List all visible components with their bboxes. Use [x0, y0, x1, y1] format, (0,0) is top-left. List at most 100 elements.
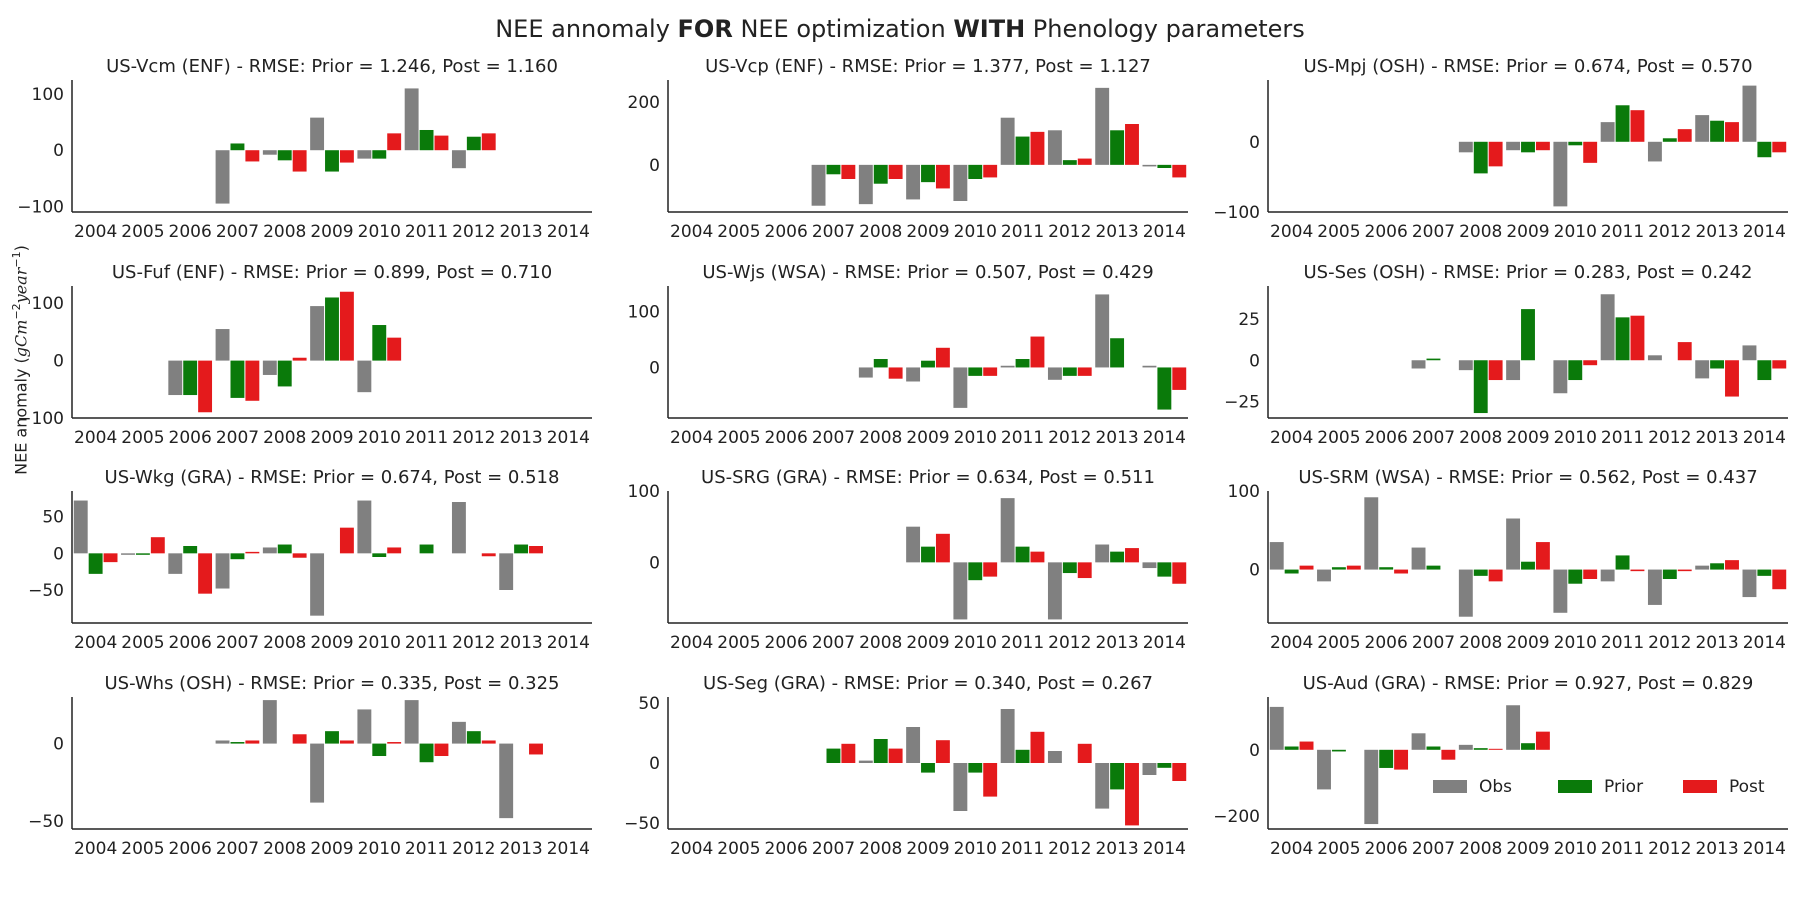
- x-tick-label: 2010: [358, 428, 401, 448]
- bar-prior: [1568, 360, 1583, 381]
- x-tick-label: 2012: [1048, 633, 1091, 653]
- bar-obs: [1000, 117, 1015, 165]
- legend-swatch-post: [1683, 780, 1717, 793]
- y-tick-label: 0: [1249, 561, 1260, 581]
- bar-prior: [466, 731, 481, 744]
- bar-obs: [1269, 542, 1284, 570]
- x-tick-label: 2012: [1048, 428, 1091, 448]
- bar-post: [339, 291, 354, 361]
- bar-post: [1441, 749, 1456, 760]
- bar-prior: [1015, 359, 1030, 368]
- bar-obs: [1553, 569, 1568, 613]
- bar-prior: [230, 553, 245, 560]
- y-tick-label: 100: [32, 85, 64, 105]
- chart-panel: US-Whs (OSH) - RMSE: Prior = 0.335, Post…: [28, 673, 592, 859]
- bar-obs: [262, 700, 277, 744]
- bar-prior: [325, 150, 339, 172]
- x-tick-label: 2012: [1648, 222, 1691, 242]
- panel-title: US-Seg (GRA) - RMSE: Prior = 0.340, Post…: [703, 673, 1153, 694]
- y-tick-label: 50: [42, 508, 64, 528]
- bar-post: [841, 743, 856, 763]
- x-tick-label: 2004: [670, 222, 713, 242]
- x-tick-label: 2012: [452, 633, 495, 653]
- bar-prior: [826, 164, 841, 175]
- bar-post: [1030, 551, 1045, 563]
- chart-panel: US-Wkg (GRA) - RMSE: Prior = 0.674, Post…: [28, 467, 592, 653]
- bar-post: [292, 553, 307, 558]
- bar-post: [434, 135, 449, 151]
- bar-prior: [325, 731, 339, 744]
- x-tick-label: 2006: [765, 839, 808, 859]
- bar-obs: [215, 150, 230, 204]
- bar-post: [1299, 741, 1314, 750]
- bar-obs: [953, 562, 968, 620]
- x-tick-label: 2010: [358, 222, 401, 242]
- x-tick-label: 2010: [1554, 428, 1597, 448]
- bar-prior: [372, 150, 387, 159]
- panel-title: US-Fuf (ENF) - RMSE: Prior = 0.899, Post…: [112, 262, 552, 283]
- x-tick-label: 2005: [121, 428, 164, 448]
- bar-obs: [1506, 518, 1521, 570]
- bar-post: [1077, 158, 1092, 165]
- bar-post: [198, 553, 213, 594]
- bar-prior: [968, 367, 983, 376]
- x-tick-label: 2009: [1506, 633, 1549, 653]
- panel-title: US-SRM (WSA) - RMSE: Prior = 0.562, Post…: [1298, 467, 1757, 488]
- bar-obs: [1553, 141, 1568, 207]
- bar-post: [245, 360, 260, 401]
- bar-post: [1725, 122, 1739, 142]
- bar-obs: [953, 164, 968, 201]
- bar-post: [1172, 763, 1187, 781]
- x-tick-label: 2011: [1001, 633, 1044, 653]
- bar-post: [1583, 360, 1598, 366]
- x-tick-label: 2009: [1506, 839, 1549, 859]
- y-tick-label: 100: [1228, 482, 1260, 502]
- x-tick-label: 2013: [1695, 428, 1738, 448]
- y-tick-label: 0: [1249, 351, 1260, 371]
- bar-prior: [1157, 367, 1172, 410]
- bar-post: [529, 743, 543, 755]
- x-tick-label: 2005: [717, 222, 760, 242]
- figure-title: NEE annomaly FOR NEE optimization WITH P…: [0, 12, 1800, 46]
- y-tick-label: 0: [649, 754, 660, 774]
- bar-obs: [451, 502, 466, 554]
- bar-prior: [1157, 562, 1172, 577]
- bar-prior: [1615, 555, 1630, 570]
- x-tick-label: 2011: [1601, 222, 1644, 242]
- bar-prior: [1710, 360, 1725, 369]
- bar-obs: [1047, 130, 1062, 165]
- bar-prior: [1615, 105, 1630, 142]
- x-tick-label: 2006: [169, 428, 212, 448]
- bar-prior: [1379, 749, 1394, 768]
- bar-obs: [357, 500, 372, 554]
- x-tick-label: 2005: [717, 428, 760, 448]
- x-tick-label: 2005: [717, 839, 760, 859]
- x-tick-label: 2006: [169, 222, 212, 242]
- x-tick-label: 2009: [906, 839, 949, 859]
- x-tick-label: 2014: [1143, 633, 1186, 653]
- bar-post: [1488, 569, 1503, 582]
- y-tick-label: 100: [628, 302, 660, 322]
- x-tick-label: 2009: [310, 222, 353, 242]
- bar-obs: [215, 329, 230, 361]
- bar-obs: [310, 743, 325, 803]
- bar-prior: [1662, 138, 1677, 142]
- bar-obs: [1317, 569, 1331, 582]
- bar-prior: [372, 553, 387, 557]
- x-tick-label: 2014: [547, 839, 590, 859]
- panel-title: US-Wkg (GRA) - RMSE: Prior = 0.674, Post…: [105, 467, 560, 488]
- x-tick-label: 2005: [121, 839, 164, 859]
- bar-post: [387, 133, 402, 151]
- bar-post: [1772, 360, 1787, 369]
- bar-prior: [135, 553, 150, 555]
- x-tick-label: 2008: [1459, 222, 1502, 242]
- chart-panel: US-SRM (WSA) - RMSE: Prior = 0.562, Post…: [1228, 467, 1788, 653]
- x-tick-label: 2006: [169, 633, 212, 653]
- x-tick-label: 2007: [812, 633, 855, 653]
- bar-prior: [1426, 565, 1441, 570]
- x-tick-label: 2006: [169, 839, 212, 859]
- bar-obs: [1000, 365, 1015, 368]
- chart-panel: US-Seg (GRA) - RMSE: Prior = 0.340, Post…: [624, 673, 1188, 859]
- bar-prior: [968, 164, 983, 179]
- bar-obs: [906, 367, 921, 382]
